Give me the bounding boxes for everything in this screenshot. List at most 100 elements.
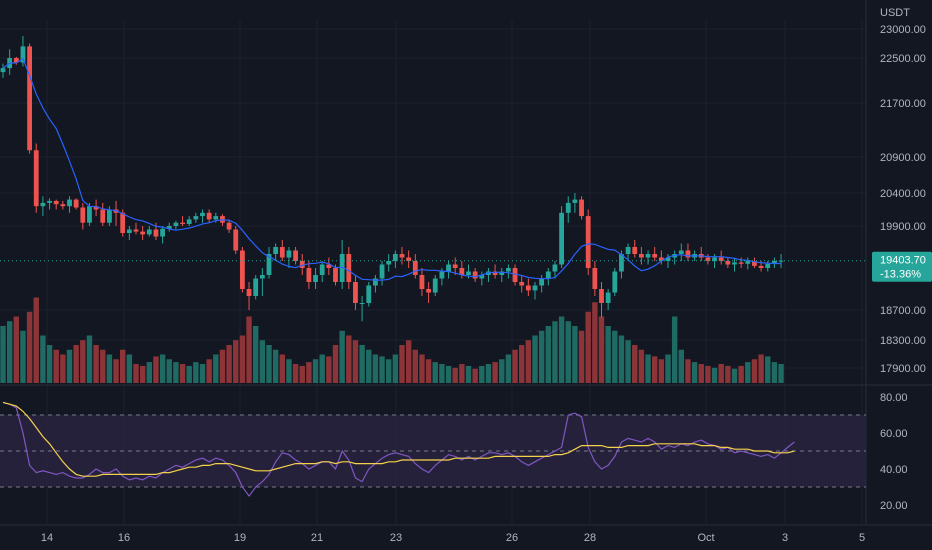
candle — [259, 268, 265, 296]
volume-bar — [598, 316, 605, 383]
candle — [745, 257, 751, 270]
candle — [346, 247, 352, 289]
time-tick-label: 28 — [584, 532, 596, 544]
volume-bar — [359, 345, 365, 383]
volume-bar — [771, 362, 778, 383]
candle-body — [186, 219, 192, 225]
rsi-panel[interactable] — [0, 401, 866, 498]
candle — [339, 240, 345, 289]
candle — [539, 275, 545, 293]
candle-body — [373, 278, 378, 286]
volume-bar — [505, 354, 512, 383]
moving-average-line — [0, 57, 866, 281]
candle-body — [612, 271, 618, 293]
volume-bar — [33, 297, 39, 383]
last-price-change: -13.36% — [880, 269, 921, 281]
volume-bar — [312, 359, 319, 383]
candle — [545, 268, 551, 286]
candle — [366, 282, 372, 307]
candle-body — [93, 206, 99, 210]
price-tick-label: 20900.00 — [880, 152, 926, 164]
candle — [565, 196, 571, 223]
candle-body — [67, 199, 72, 207]
volume-bar — [432, 362, 438, 383]
candle — [253, 275, 259, 300]
volume-bar — [173, 362, 179, 383]
candle-body — [306, 268, 312, 282]
time-tick-label: 26 — [506, 532, 518, 544]
volume-bar — [499, 359, 505, 383]
rsi-tick-label: 60.00 — [880, 428, 908, 440]
candle-body — [525, 285, 531, 291]
candle — [40, 196, 46, 217]
candle — [173, 220, 179, 230]
candle-body — [273, 247, 279, 254]
volume-bar — [459, 364, 465, 383]
volume-bar — [465, 365, 472, 383]
candle — [47, 198, 52, 210]
candle — [678, 243, 684, 261]
candle-body — [326, 264, 332, 268]
volume-bar — [638, 349, 645, 383]
candle-body — [87, 206, 92, 223]
volume-bar — [73, 345, 79, 383]
candle — [412, 254, 418, 279]
candle — [140, 226, 146, 240]
price-axis[interactable]: USDT 23000.00 22500.00 21700.00 20900.00 204… — [880, 7, 926, 375]
candle — [532, 282, 538, 300]
candle-body — [772, 261, 777, 264]
candle-body — [506, 268, 511, 272]
time-tick-label: 14 — [41, 532, 53, 544]
volume-bar — [60, 354, 66, 383]
volume-bar — [100, 349, 106, 383]
volume-bar — [658, 359, 665, 383]
candle — [67, 196, 72, 213]
volume-bar — [206, 359, 212, 383]
candle — [452, 257, 458, 275]
volume-bar — [745, 362, 751, 383]
candle-body — [745, 261, 751, 264]
volume-bars — [0, 297, 784, 383]
volume-bar — [372, 354, 379, 383]
candle — [53, 199, 59, 210]
candle — [772, 257, 777, 268]
candle-body — [459, 268, 465, 275]
volume-bar — [519, 345, 525, 383]
candle-body — [738, 262, 744, 264]
candle-body — [379, 264, 385, 279]
volume-bar — [618, 335, 625, 383]
candle-body — [366, 285, 372, 303]
price-candles[interactable] — [0, 35, 784, 322]
candle — [446, 261, 451, 279]
candle-body — [572, 199, 578, 203]
volume-bar — [538, 330, 545, 383]
candle-body — [658, 257, 664, 261]
candle-body — [353, 282, 358, 303]
candle-body — [765, 263, 771, 268]
candle-body — [0, 68, 6, 73]
candle — [180, 216, 185, 226]
candle-body — [339, 254, 345, 282]
volume-bar — [652, 356, 658, 383]
volume-bar — [346, 335, 352, 383]
candle-body — [452, 264, 458, 268]
candle-body — [13, 58, 19, 63]
candle — [392, 250, 398, 268]
volume-bar — [678, 349, 684, 383]
volume-bar — [26, 311, 33, 383]
time-tick-label: 3 — [782, 532, 788, 544]
volume-bar — [565, 321, 571, 383]
candle-body — [412, 261, 418, 275]
candle-body — [579, 199, 584, 217]
volume-bar — [751, 359, 758, 383]
candle-body — [446, 264, 451, 272]
volume-bar — [219, 349, 226, 383]
candle-body — [266, 254, 272, 275]
candle-body — [539, 278, 545, 286]
time-axis[interactable]: 14 16 19 21 23 26 28 Oct 3 5 — [0, 524, 932, 544]
volume-bar — [765, 356, 771, 383]
candle — [479, 271, 485, 286]
volume-bar — [133, 364, 139, 383]
candle — [240, 247, 245, 293]
